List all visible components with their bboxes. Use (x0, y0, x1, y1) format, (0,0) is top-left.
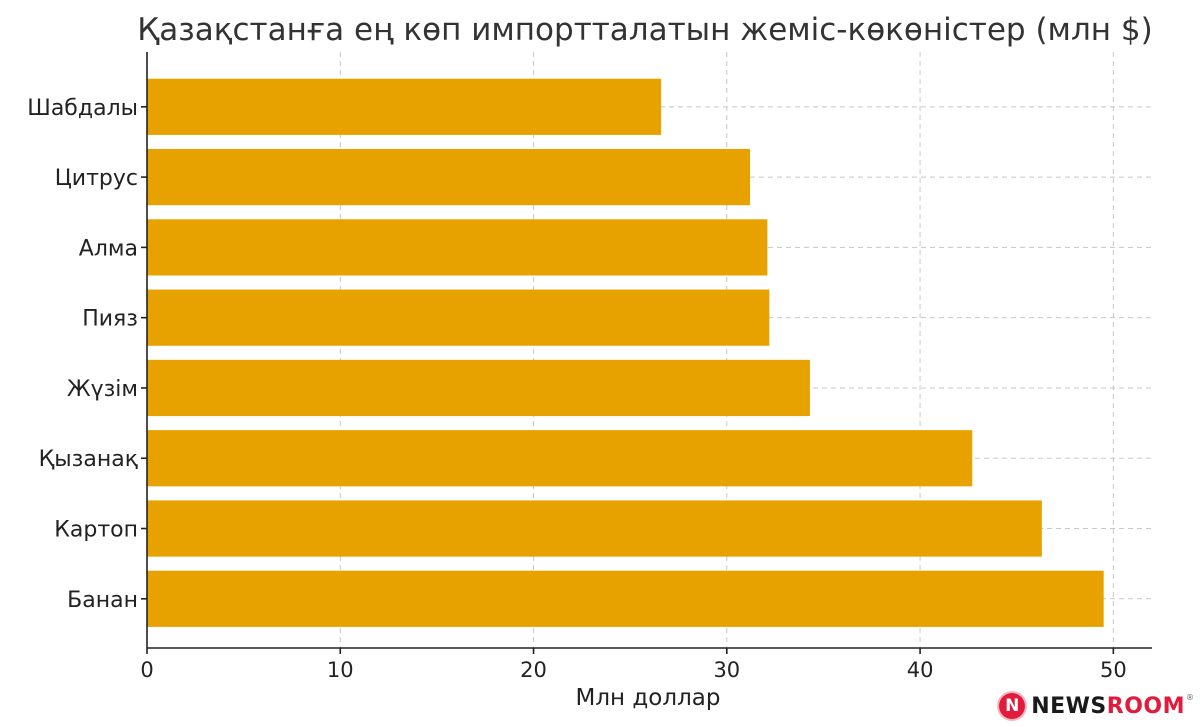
bar (147, 359, 810, 417)
category-label: Шабдалы (27, 96, 138, 121)
bar (147, 219, 768, 276)
bar (147, 148, 750, 206)
x-tick-label: 20 (520, 658, 547, 682)
newsroom-logo: N NEWSROOM ® (999, 689, 1194, 723)
bar (147, 500, 1042, 557)
category-labels: Шабдалы Цитрус Алма Пияз Жүзім Қызанақ Картоп Б… (27, 96, 138, 613)
bar (147, 289, 770, 346)
x-tick-label: 40 (907, 658, 934, 682)
bars (147, 78, 1104, 627)
category-label: Цитрус (55, 166, 138, 191)
axes (141, 52, 1152, 654)
bar (147, 570, 1104, 627)
newsroom-wordmark: NEWSROOM (1031, 694, 1185, 719)
x-tick-label: 30 (713, 658, 740, 682)
x-tick-label: 0 (140, 658, 153, 682)
x-tick-labels: 0 10 20 30 40 50 (140, 658, 1126, 682)
category-label: Банан (67, 588, 138, 613)
x-axis-title: Млн доллар (576, 685, 721, 711)
chart-title: Қазақстанға ең көп импортталатын жеміс-к… (137, 12, 1152, 48)
x-tick-label: 50 (1100, 658, 1127, 682)
x-tick-label: 10 (327, 658, 354, 682)
category-label: Қызанақ (39, 447, 138, 472)
category-label: Пияз (82, 307, 138, 332)
category-label: Алма (79, 236, 138, 261)
registered-mark: ® (1186, 693, 1194, 702)
logo-word-news: NEWS (1031, 693, 1107, 719)
bar (147, 430, 973, 487)
newsroom-logo-icon: N (999, 693, 1026, 719)
bar (147, 78, 662, 135)
category-label: Картоп (54, 518, 138, 543)
grid-lines (147, 52, 1152, 648)
logo-word-room: ROOM (1106, 693, 1185, 719)
category-label: Жүзім (67, 377, 138, 402)
